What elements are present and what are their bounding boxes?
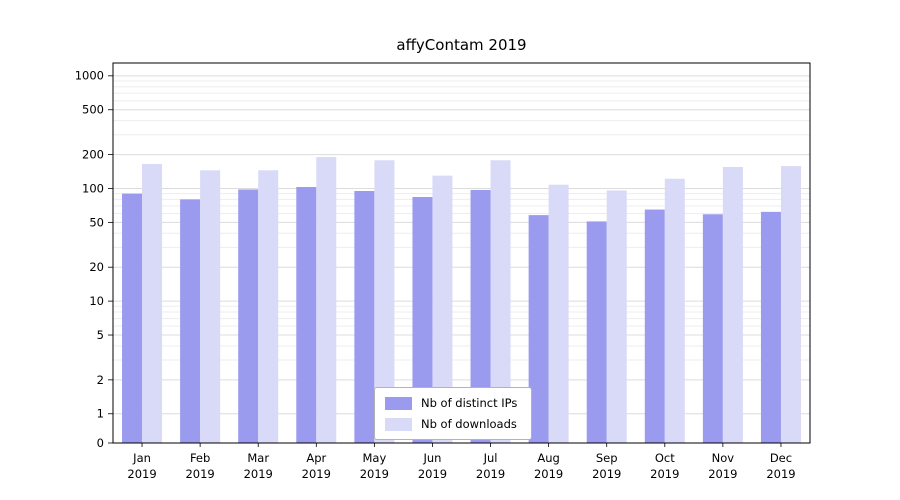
y-tick-label: 2 (97, 373, 104, 387)
x-tick-label-year: 2019 (418, 467, 447, 481)
y-tick-label: 10 (89, 294, 104, 308)
y-tick-label: 500 (82, 103, 104, 117)
x-tick-label-month: Jan (132, 451, 151, 465)
bar-distinct-ips-jan (122, 193, 143, 443)
y-tick-label: 1000 (75, 69, 104, 83)
bar-distinct-ips-nov (702, 214, 723, 443)
x-tick-label-month: Apr (306, 451, 326, 465)
x-tick-label-year: 2019 (244, 467, 273, 481)
legend-item-distinct-ips: Nb of distinct IPs (385, 396, 517, 410)
bar-downloads-feb (200, 170, 221, 444)
x-tick-label-year: 2019 (360, 467, 389, 481)
x-tick-label-year: 2019 (650, 467, 679, 481)
legend: Nb of distinct IPs Nb of downloads (374, 387, 533, 440)
x-tick-label-year: 2019 (476, 467, 505, 481)
y-tick-label: 200 (82, 147, 104, 161)
x-tick-label-month: Jun (422, 451, 441, 465)
bar-distinct-ips-jul (470, 189, 491, 443)
bar-downloads-apr (316, 157, 337, 443)
bar-downloads-dec (780, 166, 801, 443)
x-tick-label-year: 2019 (185, 467, 214, 481)
legend-label-downloads: Nb of downloads (421, 417, 517, 431)
bar-distinct-ips-may (354, 190, 375, 443)
x-tick-label-month: Aug (537, 451, 559, 465)
legend-item-downloads: Nb of downloads (385, 417, 517, 431)
bar-distinct-ips-jun (412, 197, 433, 443)
bar-downloads-jan (142, 163, 163, 443)
bar-downloads-mar (258, 170, 279, 444)
bar-downloads-jul (490, 160, 511, 443)
plot-border (112, 62, 811, 444)
bar-distinct-ips-aug (528, 215, 549, 443)
bar-downloads-oct (664, 178, 685, 444)
x-tick-label-month: Oct (655, 451, 675, 465)
legend-swatch-downloads (385, 417, 412, 431)
x-tick-label-month: May (362, 451, 386, 465)
chart-title: affyContam 2019 (396, 36, 527, 54)
x-tick-label-year: 2019 (708, 467, 737, 481)
y-tick-label: 100 (82, 181, 104, 195)
x-tick-label-year: 2019 (766, 467, 795, 481)
x-tick-label-month: Dec (770, 451, 792, 465)
y-tick-label: 0 (97, 436, 104, 450)
legend-swatch-distinct-ips (385, 396, 412, 410)
bar-distinct-ips-apr (296, 187, 317, 443)
x-tick-label-year: 2019 (534, 467, 563, 481)
bar-distinct-ips-oct (644, 209, 665, 443)
y-tick-label: 5 (97, 328, 104, 342)
y-tick-label: 50 (89, 215, 104, 229)
x-tick-label-year: 2019 (592, 467, 621, 481)
bar-distinct-ips-mar (238, 189, 259, 443)
bar-downloads-aug (548, 184, 569, 443)
x-tick-label-month: Mar (247, 451, 269, 465)
bar-distinct-ips-feb (180, 199, 201, 443)
x-tick-label-month: Sep (596, 451, 618, 465)
bar-downloads-jun (432, 175, 453, 444)
y-tick-label: 1 (97, 407, 104, 421)
y-tick-label: 20 (89, 260, 104, 274)
legend-label-distinct-ips: Nb of distinct IPs (421, 396, 518, 410)
x-tick-label-year: 2019 (302, 467, 331, 481)
bar-distinct-ips-dec (760, 211, 781, 443)
bar-downloads-nov (722, 167, 743, 443)
x-tick-label-month: Jul (483, 451, 498, 465)
x-tick-label-year: 2019 (127, 467, 156, 481)
x-tick-label-month: Nov (712, 451, 735, 465)
bar-distinct-ips-sep (586, 221, 607, 443)
x-tick-label-month: Feb (190, 451, 210, 465)
bar-downloads-sep (606, 190, 627, 443)
bar-downloads-may (374, 160, 395, 443)
